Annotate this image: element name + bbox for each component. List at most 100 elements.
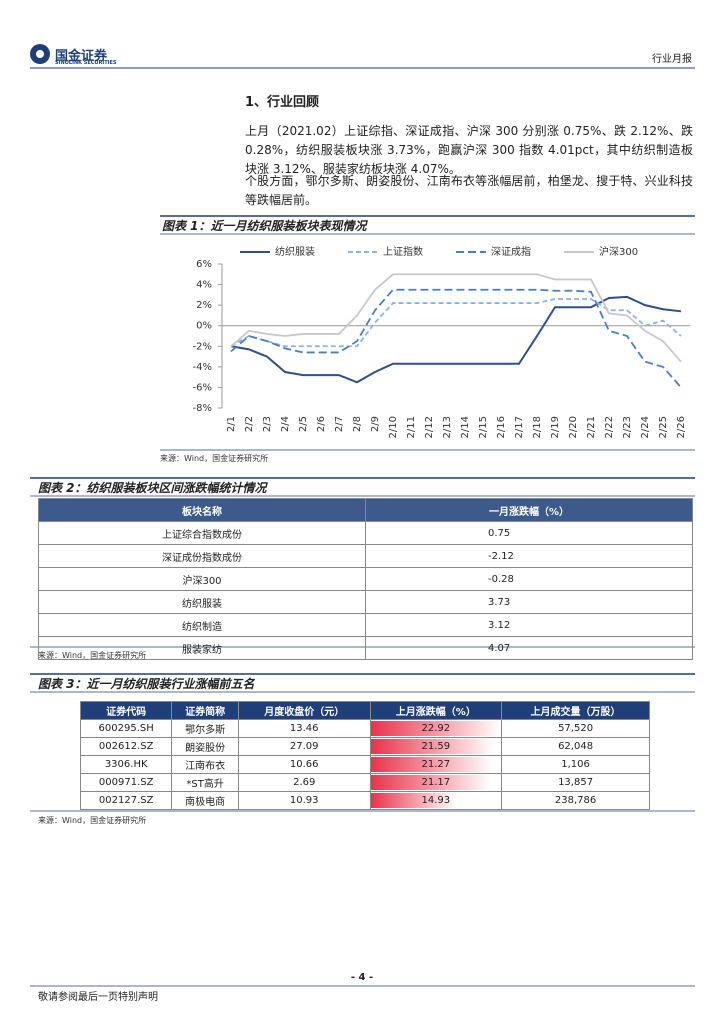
logo-icon [36, 50, 44, 58]
table-cell: 13.46 [237, 719, 371, 738]
table-cell: 57,520 [501, 719, 650, 738]
cell-text: 21.17 [421, 777, 451, 788]
cell-text: 1,106 [561, 759, 590, 770]
table-cell: 纺织制造 [38, 613, 366, 637]
table-cell: 深证成份指数成份 [38, 544, 366, 568]
table-cell: 000971.SZ [79, 773, 173, 792]
table-row: 002127.SZ 南极电商 10.93 14.93 238,786 [79, 791, 650, 810]
table-cell: 纺织服装 [38, 590, 366, 614]
table-row: 纺织服装 3.73 [38, 590, 693, 614]
table-cell: 服装家纺 [38, 636, 366, 660]
x-tick-label: 2/23 [622, 416, 633, 438]
table-row: 上证综合指数成份 0.75 [38, 521, 693, 545]
cell-text: 27.09 [289, 741, 319, 752]
table-cell: 1,106 [501, 755, 650, 774]
table-row: 600295.SH 鄂尔多斯 13.46 22.92 57,520 [79, 719, 650, 738]
source: 来源：Wind，国金证券研究所 [160, 454, 269, 463]
cell-text: *ST高升 [186, 779, 224, 790]
table-header-row: 证券代码 证券简称 月度收盘价（元） 上月涨跌幅（%） 上月成交量（万股） [79, 701, 650, 720]
y-tick-label: 2% [196, 300, 212, 311]
x-tick-label: 2/8 [352, 416, 363, 432]
section-heading: 1、行业回顾 [245, 95, 320, 110]
series-line [230, 288, 682, 389]
header-cell: 一月涨跌幅（%） [365, 498, 693, 522]
x-tick-label: 2/26 [676, 416, 687, 438]
table-cell: -0.28 [365, 567, 693, 591]
x-tick-label: 2/21 [586, 416, 597, 438]
data-bar [370, 721, 502, 736]
table-cell: 002612.SZ [79, 737, 173, 756]
x-tick-label: 2/17 [514, 416, 525, 438]
x-tick-label: 2/9 [370, 416, 381, 432]
table-cell: 600295.SH [79, 719, 173, 738]
series-line [230, 298, 682, 348]
table-cell: 21.17 [369, 773, 503, 792]
y-tick-label: 0% [196, 321, 212, 332]
x-tick-label: 2/16 [496, 416, 507, 438]
header-cell: 证券简称 [171, 701, 239, 720]
table-row: 000971.SZ *ST高升 2.69 21.17 13,857 [79, 773, 650, 792]
table-cell: 沪深300 [38, 567, 366, 591]
y-tick-label: 6% [196, 259, 212, 270]
x-tick-label: 2/2 [244, 416, 255, 432]
y-tick-label: -6% [193, 382, 212, 393]
cell-text: 002127.SZ [98, 795, 154, 806]
table-cell: 10.66 [237, 755, 371, 774]
paragraph: 个股方面，鄂尔多斯、朗姿股份、江南布衣等涨幅居前，柏堡龙、搜于特、兴业科技等跌幅… [245, 174, 693, 207]
data-bar [370, 739, 494, 754]
table-row: 3306.HK 江南布衣 10.66 21.27 1,106 [79, 755, 650, 774]
x-tick-label: 2/7 [334, 416, 345, 432]
table-cell: 21.27 [369, 755, 503, 774]
table-header-row: 板块名称 一月涨跌幅（%） [38, 498, 693, 522]
figure-caption: 图表 1：近一月纺织服装板块表现情况 [162, 219, 367, 233]
series-line [230, 295, 682, 384]
table-cell: 上证综合指数成份 [38, 521, 366, 545]
source: 来源：Wind，国金证券研究所 [38, 651, 147, 660]
x-tick-label: 2/10 [388, 416, 399, 438]
cell-text: 13.46 [289, 723, 319, 734]
cell-text: 000971.SZ [98, 777, 154, 788]
cell-text: 57,520 [558, 723, 594, 734]
x-tick-label: 2/15 [478, 416, 489, 438]
cell-text: 22.92 [421, 723, 451, 734]
x-tick-label: 2/25 [658, 416, 669, 438]
table-cell: 江南布衣 [171, 755, 239, 774]
table-cell: 62,048 [501, 737, 650, 756]
table-row: 深证成份指数成份 -2.12 [38, 544, 693, 568]
cell-text: 3306.HK [104, 759, 148, 770]
table-cell: 4.07 [365, 636, 693, 660]
figure-caption: 图表 3：近一月纺织服装行业涨幅前五名 [38, 677, 255, 691]
cell-text: 鄂尔多斯 [185, 725, 226, 736]
y-tick-label: -4% [193, 362, 212, 373]
disclaimer: 敬请参阅最后一页特别声明 [38, 992, 158, 1003]
table-row: 纺织制造 3.12 [38, 613, 693, 637]
cell-text: 21.59 [421, 741, 451, 752]
x-tick-label: 2/14 [460, 416, 471, 438]
header-cell: 月度收盘价（元） [237, 701, 371, 720]
table-cell: 13,857 [501, 773, 650, 792]
page-number: - 4 - [350, 972, 374, 983]
y-tick-label: 4% [196, 280, 212, 291]
data-bar [370, 793, 456, 808]
table-cell: 002127.SZ [79, 791, 173, 810]
table-cell: 3.12 [365, 613, 693, 637]
x-tick-label: 2/13 [442, 416, 453, 438]
report-type: 行业月报 [652, 54, 692, 65]
table-cell: 3306.HK [79, 755, 173, 774]
cell-text: 600295.SH [98, 723, 154, 734]
cell-text: 江南布衣 [185, 761, 226, 772]
paragraph: 上月（2021.02）上证综指、深证成指、沪深 300 分别涨 0.75%、跌 … [245, 124, 693, 176]
x-tick-label: 2/18 [532, 416, 543, 438]
x-tick-label: 2/24 [640, 416, 651, 438]
header-cell: 板块名称 [38, 498, 366, 522]
data-bar [370, 775, 492, 790]
x-tick-label: 2/1 [226, 416, 237, 432]
x-tick-label: 2/19 [550, 416, 561, 438]
legend-label: 沪深300 [599, 245, 638, 258]
cell-text: 62,048 [558, 741, 594, 752]
cell-text: 10.66 [289, 759, 319, 770]
legend-label: 纺织服装 [275, 245, 315, 258]
table-cell: 南极电商 [171, 791, 239, 810]
x-tick-label: 2/11 [406, 416, 417, 438]
table-cell: -2.12 [365, 544, 693, 568]
